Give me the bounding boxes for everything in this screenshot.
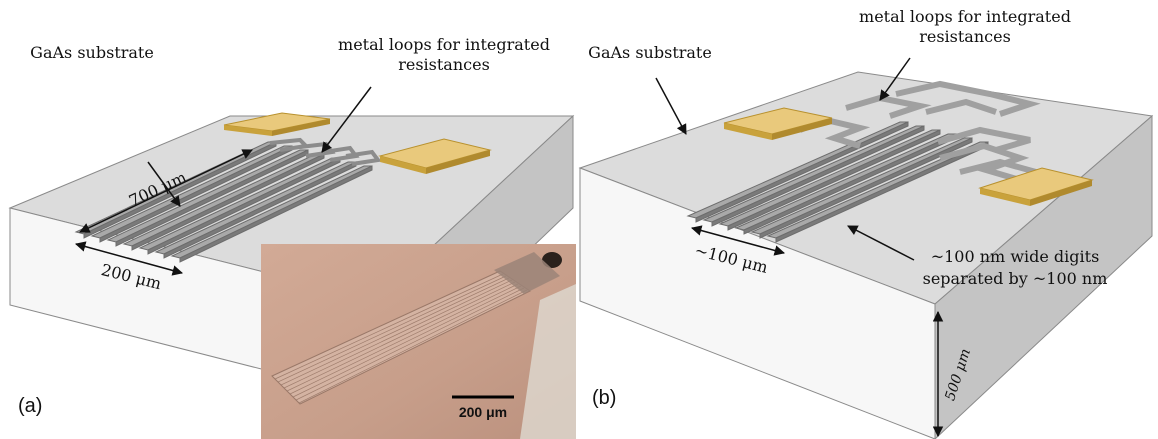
- loops-label-a-line1: metal loops for integrated: [338, 35, 550, 54]
- digits-pointer-b: [847, 225, 915, 261]
- inset-scale-label: 200 μm: [459, 404, 507, 420]
- pad-right-b: [978, 167, 1094, 206]
- loops-pointer-b: [879, 57, 911, 101]
- width-arrow-a: [74, 241, 184, 276]
- substrate-front-b: [579, 167, 936, 439]
- inset-device: [271, 252, 560, 405]
- inset-electrode-corner: [520, 284, 576, 439]
- loops-label-b-line2: resistances: [919, 27, 1011, 46]
- loops-label-b-line1: metal loops for integrated: [859, 7, 1071, 26]
- loops-pointer-a: [321, 86, 372, 153]
- panel-tag-a: (a): [18, 395, 42, 417]
- digits-label-b-line1: ~100 nm wide digits: [931, 247, 1100, 266]
- panel-tag-b: (b): [592, 387, 616, 409]
- pad-left-a: [223, 112, 331, 136]
- digits-b: [686, 121, 989, 243]
- pad-left-b: [723, 107, 833, 140]
- length-arrow-a: [79, 149, 253, 233]
- substrate-pointer-b: [655, 77, 687, 135]
- inset-micrograph: 200 μm: [261, 244, 576, 439]
- panel-b: GaAs substrate metal loops for integrate…: [578, 7, 1154, 439]
- panel-a: GaAs substrate metal loops for integrate…: [8, 35, 575, 417]
- substrate-pointer-a: [147, 161, 181, 207]
- substrate-label-b: GaAs substrate: [588, 43, 712, 62]
- loops-b: [798, 80, 1041, 183]
- width-arrow-b: [690, 225, 786, 256]
- loops-label-a-line2: resistances: [398, 55, 490, 74]
- digits-label-b-line2: separated by ~100 nm: [923, 269, 1108, 288]
- pad-right-a: [378, 138, 492, 174]
- substrate-label-a: GaAs substrate: [30, 43, 154, 62]
